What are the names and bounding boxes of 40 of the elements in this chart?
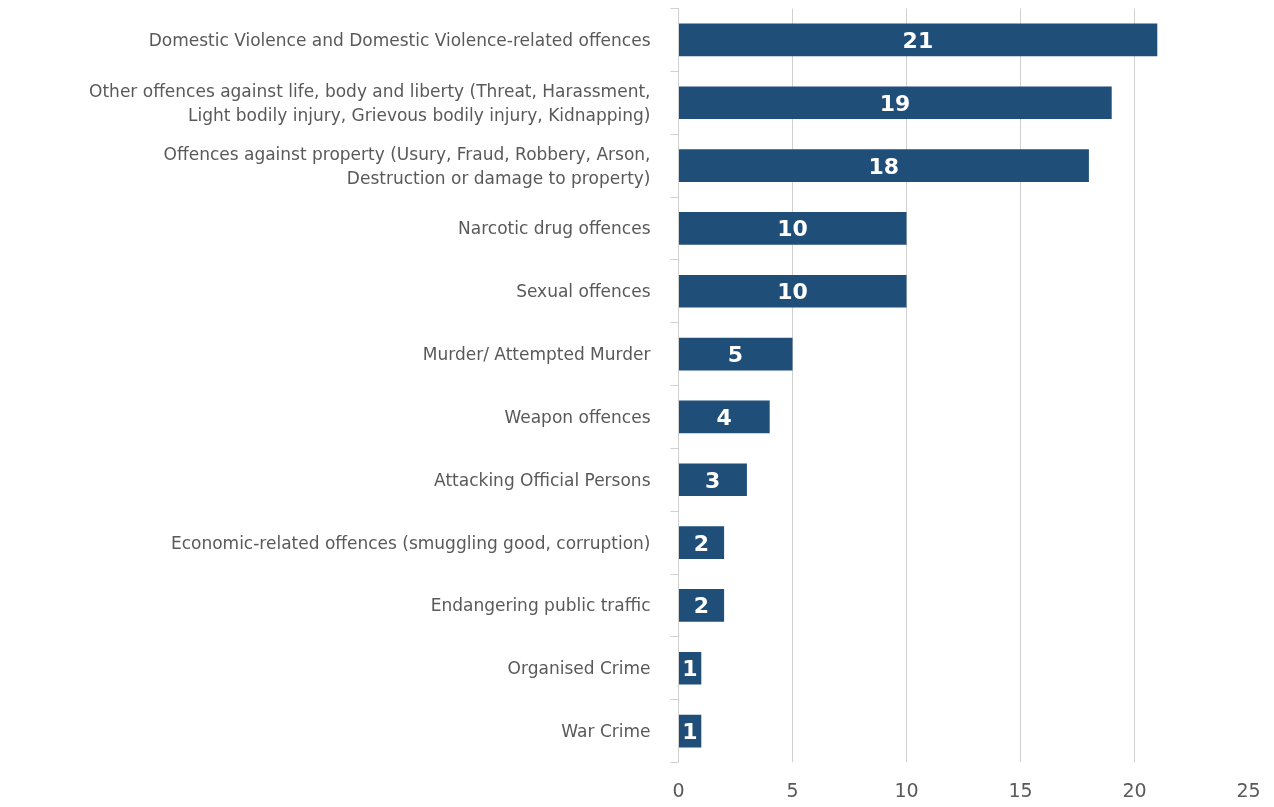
bar	[678, 86, 1112, 120]
bar	[678, 212, 907, 245]
data-label: 1	[682, 719, 698, 745]
data-label: 18	[868, 153, 900, 179]
bar	[678, 400, 770, 434]
x-tick-label: 5	[786, 778, 799, 801]
y-tick-label: Endangering public traffic	[430, 595, 651, 616]
x-tick-label: 25	[1236, 778, 1261, 801]
data-label: 10	[777, 279, 808, 305]
data-label: 4	[716, 404, 732, 430]
bar	[678, 526, 725, 559]
y-tick-label: Narcotic drug offences	[458, 218, 651, 239]
data-label: 2	[693, 530, 709, 556]
x-tick-label: 10	[894, 778, 919, 801]
bar	[678, 149, 1089, 182]
data-label: 2	[693, 593, 709, 619]
data-label: 21	[902, 27, 934, 53]
y-tick-label: Weapon offences	[504, 406, 651, 427]
y-tick-label: Sexual offences	[516, 281, 651, 302]
y-tick-label: Economic-related offences (smuggling good, corruption)	[170, 532, 651, 553]
data-label: 10	[777, 216, 808, 242]
data-label: 5	[727, 342, 744, 368]
y-tick-label: Domestic Violence and Domestic Violence-related offences	[148, 29, 651, 50]
bar	[678, 589, 725, 622]
x-tick-label: 20	[1122, 778, 1147, 801]
y-tick-label: Murder/ Attempted Murder	[422, 344, 651, 365]
data-label: 19	[879, 90, 911, 116]
bar	[678, 23, 1158, 57]
bar	[678, 274, 907, 308]
y-tick-label: Organised Crime	[507, 658, 651, 679]
bar	[678, 337, 793, 371]
y-tick-label: War Crime	[561, 721, 651, 742]
bar	[678, 463, 747, 497]
x-tick-label: 0	[672, 778, 685, 801]
data-label: 3	[705, 467, 721, 493]
y-tick-label: Offences against property (Usury, Fraud, Robbery, Arson, Destruction or damage to property)	[163, 143, 651, 188]
data-label: 1	[682, 656, 698, 682]
x-tick-label: 15	[1008, 778, 1033, 801]
y-tick-label: Attacking Official Persons	[434, 469, 651, 490]
y-tick-label: Other offences against life, body and liberty (Threat, Harassment, Light bodily injury, Grievous bodily injury, Kidnapping)	[89, 80, 651, 125]
